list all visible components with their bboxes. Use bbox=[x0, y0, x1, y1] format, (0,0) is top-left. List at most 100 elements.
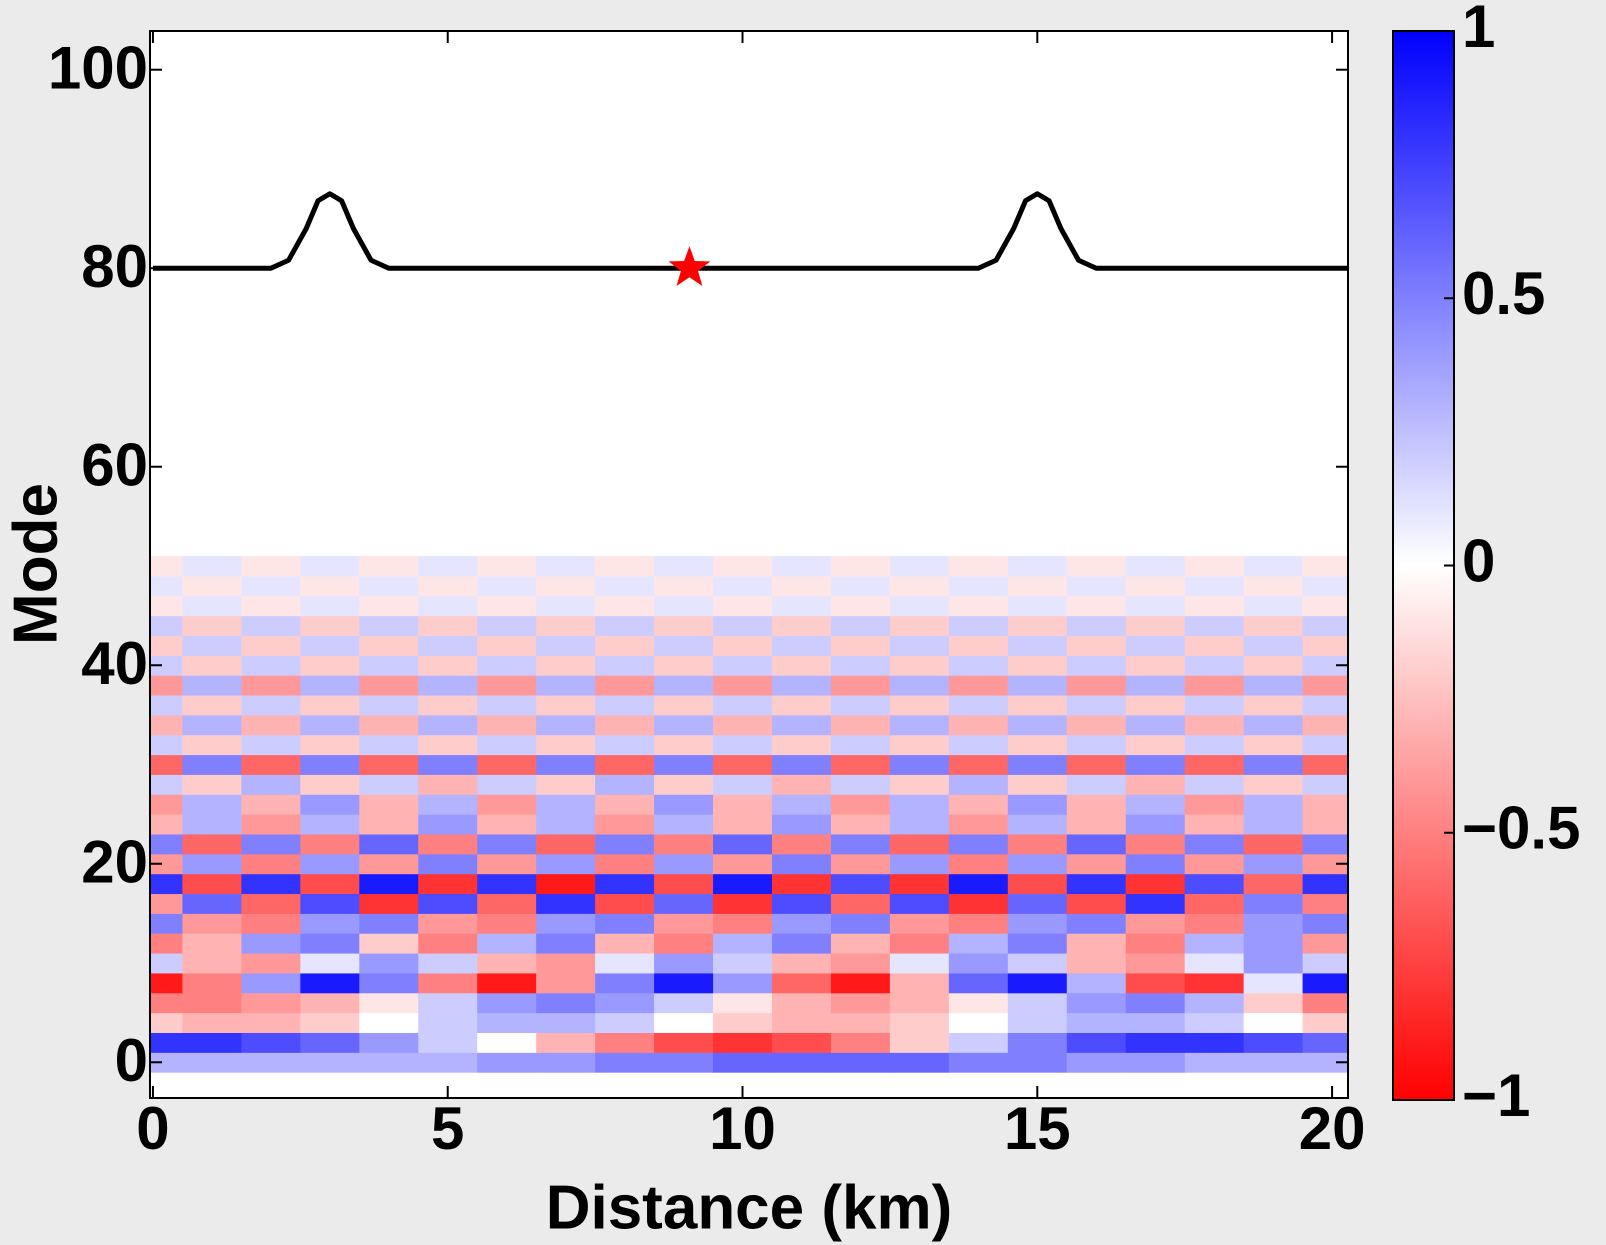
heatmap-cell bbox=[150, 635, 183, 656]
heatmap-cell bbox=[654, 893, 714, 914]
heatmap-cell bbox=[359, 933, 419, 954]
heatmap-cell bbox=[889, 635, 950, 656]
heatmap-cell bbox=[1243, 814, 1304, 835]
heatmap-cell bbox=[536, 655, 596, 676]
heatmap-cell bbox=[1066, 833, 1127, 855]
heatmap-cell bbox=[1066, 972, 1127, 994]
heatmap-cell bbox=[1302, 833, 1348, 855]
heatmap-cell bbox=[300, 655, 360, 676]
heatmap-cell bbox=[948, 833, 1009, 855]
heatmap-cell bbox=[477, 774, 537, 795]
heatmap-cell bbox=[150, 1052, 183, 1073]
heatmap-cell bbox=[771, 655, 832, 676]
x-tick-label: 5 bbox=[431, 1095, 464, 1162]
heatmap-cell bbox=[595, 893, 655, 914]
heatmap-cell bbox=[713, 754, 773, 775]
heatmap-cell bbox=[948, 1012, 1009, 1033]
heatmap-cell bbox=[1184, 794, 1245, 815]
heatmap-cell bbox=[300, 953, 360, 974]
heatmap-cell bbox=[1302, 1052, 1348, 1073]
heatmap-cell bbox=[536, 972, 596, 994]
heatmap-cell bbox=[713, 655, 773, 676]
heatmap-cell bbox=[150, 754, 183, 775]
heatmap-cell bbox=[595, 794, 655, 815]
heatmap-cell bbox=[1007, 972, 1068, 994]
heatmap-cell bbox=[300, 933, 360, 954]
heatmap-cell bbox=[771, 933, 832, 954]
heatmap-cell bbox=[300, 754, 360, 775]
heatmap-cell bbox=[889, 595, 950, 617]
heatmap-cell bbox=[418, 754, 478, 775]
heatmap-cell bbox=[654, 615, 714, 636]
heatmap-cell bbox=[713, 556, 773, 577]
heatmap-cell bbox=[889, 575, 950, 597]
heatmap-cell bbox=[418, 575, 478, 597]
heatmap-cell bbox=[477, 814, 537, 835]
heatmap-cell bbox=[1302, 814, 1348, 835]
heatmap-cell bbox=[1184, 992, 1245, 1014]
heatmap-cell bbox=[830, 595, 891, 617]
heatmap-cell bbox=[300, 814, 360, 835]
heatmap-cell bbox=[536, 556, 596, 577]
heatmap-cell bbox=[359, 853, 419, 875]
heatmap-cell bbox=[595, 873, 655, 895]
heatmap-cell bbox=[241, 933, 301, 954]
heatmap-cell bbox=[359, 774, 419, 795]
heatmap-cell bbox=[948, 615, 1009, 636]
heatmap-cell bbox=[359, 754, 419, 775]
heatmap-cell bbox=[889, 992, 950, 1014]
heatmap-cell bbox=[150, 873, 183, 895]
heatmap-cell bbox=[300, 873, 360, 895]
heatmap-cell bbox=[1243, 933, 1304, 954]
heatmap-cell bbox=[536, 774, 596, 795]
heatmap-cell bbox=[1007, 873, 1068, 895]
heatmap-cell bbox=[654, 972, 714, 994]
heatmap-cell bbox=[477, 615, 537, 636]
heatmap-cell bbox=[418, 1012, 478, 1033]
heatmap-cell bbox=[948, 1052, 1009, 1073]
heatmap-cell bbox=[654, 774, 714, 795]
heatmap-cell bbox=[150, 972, 183, 994]
heatmap-cell bbox=[830, 992, 891, 1014]
heatmap-cell bbox=[1184, 913, 1245, 934]
heatmap-cell bbox=[241, 873, 301, 895]
heatmap-cell bbox=[300, 1012, 360, 1033]
heatmap-cell bbox=[418, 814, 478, 835]
heatmap-cell bbox=[536, 575, 596, 597]
heatmap-cell bbox=[1184, 833, 1245, 855]
heatmap-cell bbox=[1243, 695, 1304, 716]
heatmap-cell bbox=[241, 972, 301, 994]
heatmap-cell bbox=[713, 635, 773, 656]
heatmap-cell bbox=[948, 714, 1009, 736]
heatmap-cell bbox=[1066, 734, 1127, 756]
heatmap-cell bbox=[359, 655, 419, 676]
heatmap-cell bbox=[359, 972, 419, 994]
heatmap-cell bbox=[889, 913, 950, 934]
heatmap-cell bbox=[771, 913, 832, 934]
heatmap-cell bbox=[182, 953, 242, 974]
heatmap-cell bbox=[948, 675, 1009, 696]
heatmap-cell bbox=[477, 953, 537, 974]
heatmap-cell bbox=[1066, 893, 1127, 914]
heatmap-cell bbox=[1302, 655, 1348, 676]
heatmap-cell bbox=[889, 972, 950, 994]
heatmap-cell bbox=[241, 695, 301, 716]
heatmap-cell bbox=[1125, 635, 1186, 656]
heatmap-cell bbox=[477, 794, 537, 815]
heatmap-cell bbox=[713, 972, 773, 994]
heatmap-cell bbox=[713, 992, 773, 1014]
heatmap-cell bbox=[1184, 655, 1245, 676]
source-marker bbox=[668, 246, 711, 287]
heatmap-cell bbox=[1302, 774, 1348, 795]
heatmap-cell bbox=[948, 992, 1009, 1014]
heatmap-cell bbox=[477, 893, 537, 914]
heatmap-cell bbox=[595, 953, 655, 974]
heatmap-cell bbox=[536, 1012, 596, 1033]
heatmap-cell bbox=[1243, 575, 1304, 597]
heatmap-cell bbox=[359, 695, 419, 716]
heatmap-cell bbox=[1007, 734, 1068, 756]
heatmap-cell bbox=[477, 1012, 537, 1033]
heatmap-cell bbox=[1007, 754, 1068, 775]
heatmap-cell bbox=[595, 734, 655, 756]
